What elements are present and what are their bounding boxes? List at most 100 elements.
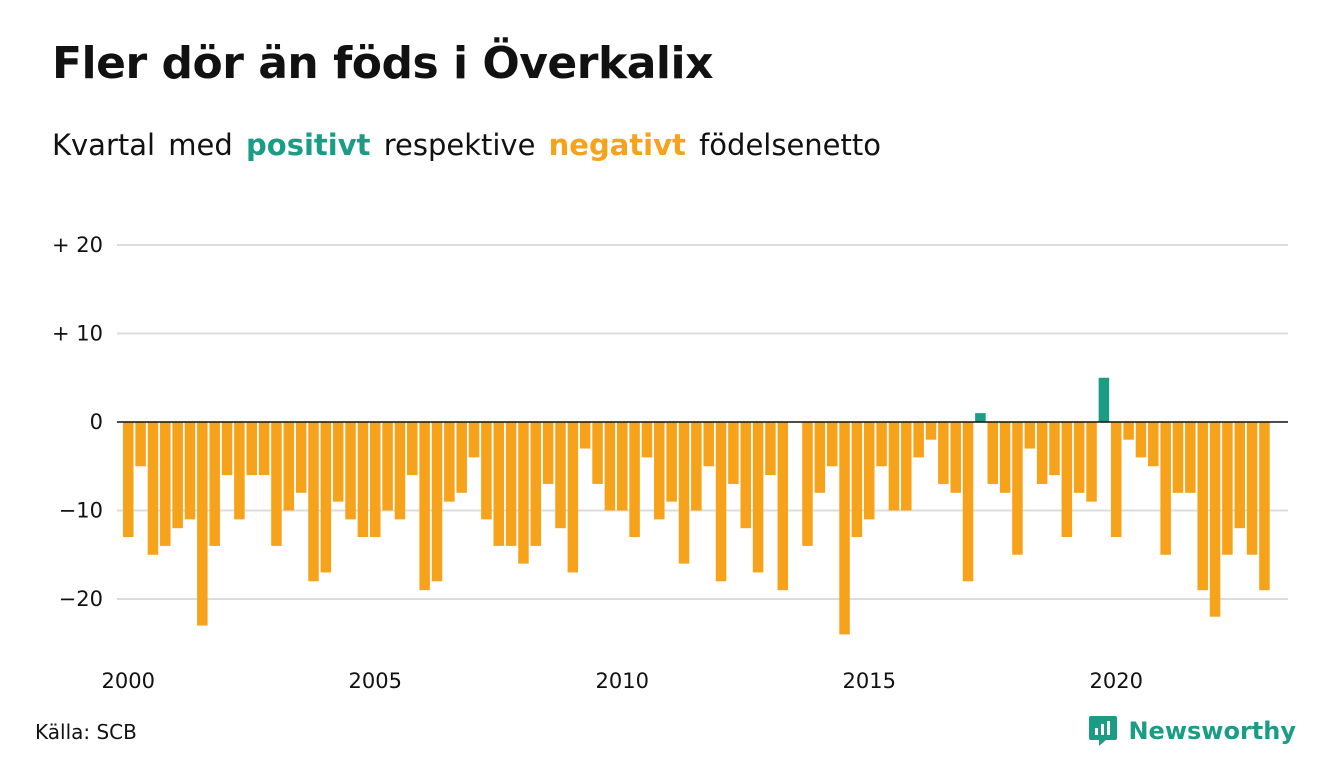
bar-negative (913, 422, 924, 458)
bar-negative (1061, 422, 1073, 538)
subtitle-text-kvartal: Kvartal (52, 128, 156, 162)
bar-negative (999, 422, 1011, 493)
bar-negative (1086, 422, 1097, 502)
y-tick-label: −20 (59, 587, 103, 611)
bar-negative (184, 422, 196, 520)
bar-negative (962, 422, 974, 582)
x-tick-label: 2005 (349, 669, 402, 693)
bar-negative (901, 422, 912, 511)
bar-negative (814, 422, 826, 493)
y-tick-label: −10 (59, 499, 103, 523)
subtitle-text-fodelsenetto: födelsenetto (699, 128, 881, 162)
bar-negative (555, 422, 566, 529)
bar-negative (1259, 422, 1270, 591)
bar-negative (172, 422, 183, 529)
bar-negative (777, 422, 789, 591)
bar-negative (221, 422, 233, 476)
bar-negative (617, 422, 628, 511)
bar-negative (1111, 422, 1122, 538)
brand-logo: Newsworthy (1088, 714, 1296, 748)
bar-negative (357, 422, 369, 538)
bar-negative (271, 422, 282, 546)
bar-negative (740, 422, 751, 529)
bar-negative (147, 422, 159, 555)
bar-negative (530, 422, 542, 546)
bar-negative (604, 422, 616, 511)
bars (123, 377, 1270, 635)
bar-negative (1209, 422, 1221, 617)
bar-negative (888, 422, 900, 511)
bar-negative (320, 422, 332, 573)
bar-negative (234, 422, 245, 520)
bar-negative (1073, 422, 1085, 493)
x-tick-label: 2020 (1090, 669, 1143, 693)
bar-negative (728, 422, 739, 484)
subtitle-positive-label: positivt (246, 128, 371, 162)
bar-negative (1049, 422, 1060, 476)
bar-negative (345, 422, 356, 520)
bar-negative (826, 422, 838, 467)
x-tick-label: 2015 (843, 669, 896, 693)
bar-negative (394, 422, 406, 520)
chart-title: Fler dör än föds i Överkalix (52, 38, 713, 89)
bar-negative (703, 422, 714, 467)
bar-negative (1135, 422, 1147, 458)
bar-negative (370, 422, 381, 538)
bar-negative (197, 422, 208, 626)
x-tick-label: 2000 (102, 669, 155, 693)
bar-negative (1148, 422, 1159, 467)
bar-negative (1160, 422, 1171, 555)
bar-negative (407, 422, 418, 476)
bar-positive (1098, 377, 1110, 422)
bar-negative (332, 422, 344, 502)
bar-negative (654, 422, 665, 520)
bar-negative (839, 422, 850, 635)
bar-negative (246, 422, 257, 476)
bar-negative (456, 422, 467, 493)
y-axis-labels: + 20 + 10 0 −10 −20 (52, 233, 103, 611)
bar-negative (567, 422, 579, 573)
bar-negative (765, 422, 776, 476)
bar-negative (666, 422, 677, 502)
bar-negative (481, 422, 492, 520)
bar-negative (1246, 422, 1258, 555)
bar-negative (1012, 422, 1023, 555)
chart-subtitle: Kvartal med positivt respektive negativt… (52, 128, 881, 162)
bar-negative (135, 422, 146, 467)
bar-negative (209, 422, 220, 546)
bar-negative (678, 422, 690, 564)
y-tick-label: + 20 (52, 233, 103, 257)
bar-negative (1234, 422, 1245, 529)
bar-negative (864, 422, 875, 520)
bar-negative (295, 422, 307, 493)
bar-negative (308, 422, 319, 582)
bar-negative (715, 422, 727, 582)
bar-negative (431, 422, 443, 582)
bar-negative (382, 422, 393, 511)
bar-negative (876, 422, 887, 467)
brand-name: Newsworthy (1128, 717, 1296, 745)
x-tick-label: 2010 (596, 669, 649, 693)
bar-negative (1036, 422, 1048, 484)
bar-negative (1172, 422, 1184, 493)
subtitle-text-respektive: respektive (383, 128, 536, 162)
bar-negative (925, 422, 937, 440)
bar-negative (1024, 422, 1036, 449)
bar-negative (258, 422, 270, 476)
bar-negative (1197, 422, 1208, 591)
bar-negative (641, 422, 653, 458)
bar-negative (950, 422, 961, 493)
y-tick-label: 0 (90, 410, 103, 434)
bar-negative (1123, 422, 1134, 440)
bar-negative (419, 422, 430, 591)
bar-negative (542, 422, 554, 484)
bar-negative (752, 422, 764, 573)
x-axis-labels: 2000 2005 2010 2015 2020 (102, 669, 1143, 693)
bar-negative (444, 422, 455, 502)
bar-negative (802, 422, 813, 546)
bar-negative (592, 422, 603, 484)
bar-negative (468, 422, 480, 458)
bar-negative (493, 422, 504, 546)
bar-negative (123, 422, 134, 538)
